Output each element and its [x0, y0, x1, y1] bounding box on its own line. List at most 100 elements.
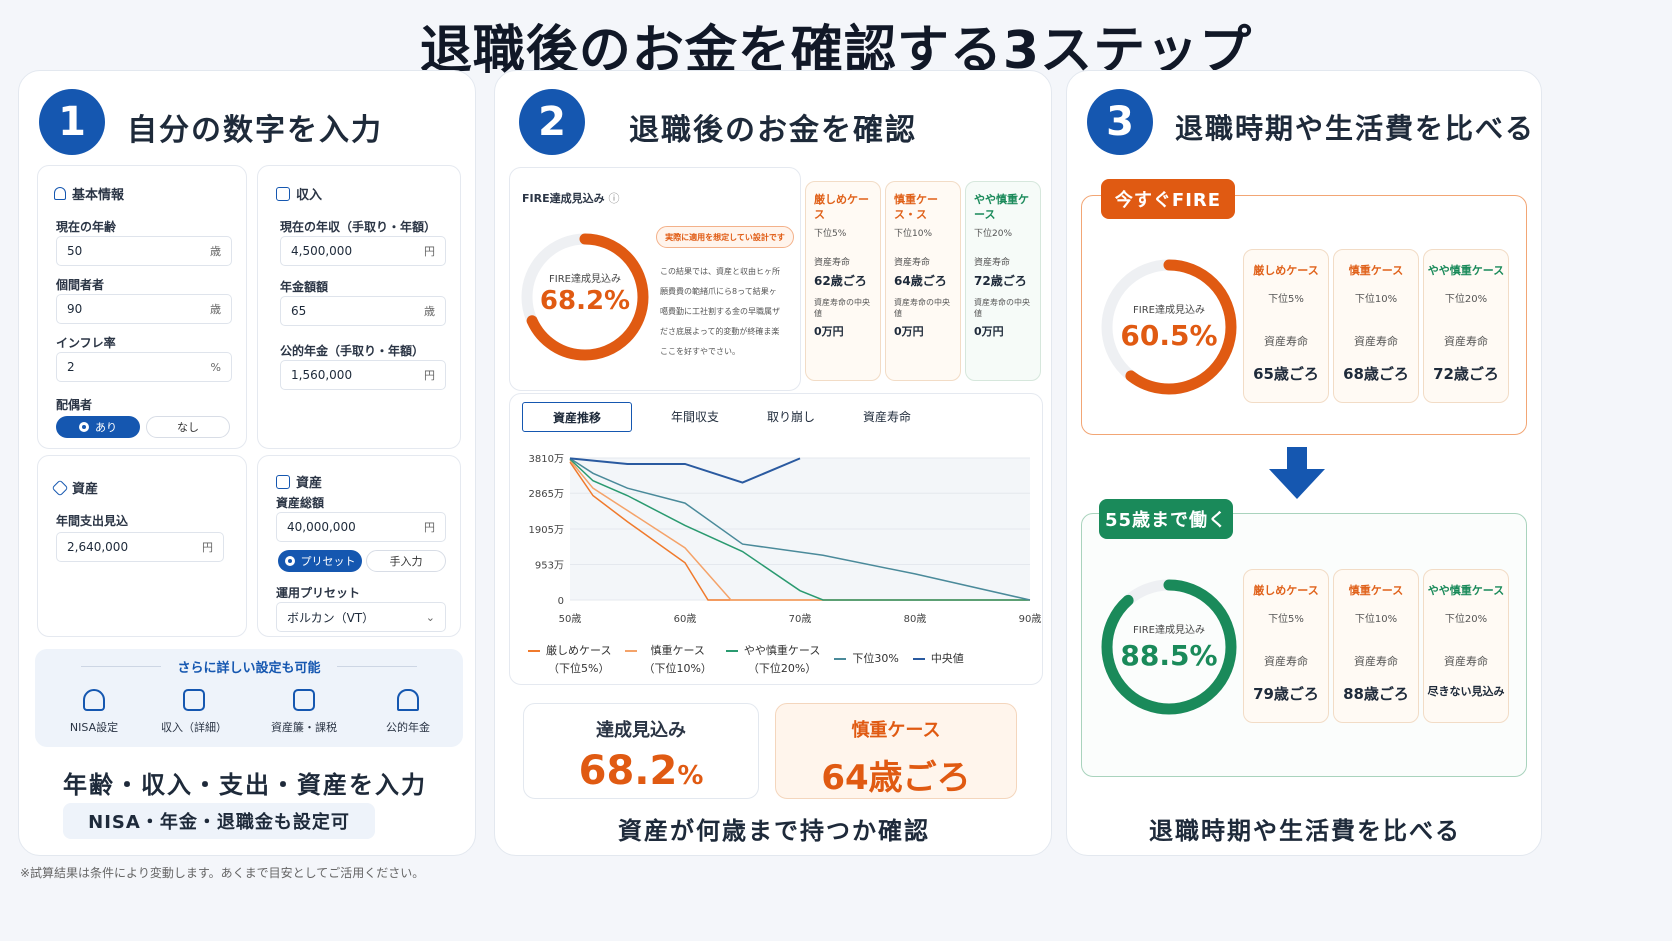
legend-swatch — [528, 650, 540, 652]
public-pension-button[interactable]: 公的年金 — [363, 689, 453, 735]
spouse-yes-toggle[interactable]: あり — [56, 416, 140, 438]
badge-work-55: 55歳まで働く — [1099, 499, 1233, 539]
age-label: 現在の年齢 — [56, 220, 117, 234]
basic-info-header: 基本情報 — [54, 184, 124, 203]
preset-label: 運用プリセット — [276, 586, 361, 600]
step2-number: 2 — [519, 89, 585, 155]
case-key: 資産寿命 — [1264, 335, 1308, 348]
legend-swatch — [834, 658, 847, 660]
step3-panel: 3 退職時期や生活費を比べる 今すぐFIRE FIRE達成見込み 60.5% 厳… — [1066, 70, 1542, 856]
case-key: 資産寿命 — [1444, 335, 1488, 348]
case-value: 72歳ごろ — [1433, 365, 1499, 383]
legend-swatch — [625, 650, 638, 652]
expense-input[interactable]: 2,640,000 円 — [56, 532, 224, 562]
case-sub: 下位5% — [1268, 294, 1304, 305]
fire-header: FIRE達成見込み ⓘ — [522, 192, 620, 205]
series-line-2 — [569, 458, 1030, 601]
pension-age-input[interactable]: 65 歳 — [280, 296, 446, 326]
ring-value: 68.2% — [539, 286, 631, 316]
wallet-icon — [183, 689, 205, 711]
legend-text: 厳しめケース （下位5%） — [546, 644, 611, 676]
note-text: この結果では、資産と収由ヒヶ所 願費費の範緒爪にら8って結果ヶ 噶費勤に工社割する金… — [660, 262, 800, 362]
life-input[interactable]: 90 歳 — [56, 294, 232, 324]
legend-item-3: 下位30% — [834, 652, 899, 676]
case-key2: 資産寿命の中央値 — [814, 298, 870, 318]
inflation-label: インフレ率 — [56, 336, 116, 350]
advanced-settings: さらに詳しい設定も可能 NISA設定 収入（詳細） 資産簾・課税 公的年金 — [35, 649, 463, 747]
badge-now-fire: 今すぐFIRE — [1101, 179, 1235, 219]
tab-asset-life[interactable]: 資産寿命 — [862, 410, 911, 424]
nisa-setting-button[interactable]: NISA設定 — [49, 689, 139, 735]
note-line: 噶費勤に工社割する金の早職属ザ — [660, 307, 780, 316]
step3-caption: 退職時期や生活費を比べる — [1149, 817, 1461, 845]
ring-work-55-value: 88.5% — [1120, 639, 1218, 672]
fire-result-card: FIRE達成見込み ⓘ FIRE達成見込み 68.2% 実際に適用を想定してい設… — [509, 167, 801, 391]
note-line: ここを好すやでさい。 — [660, 347, 740, 356]
life-label: 個間者者 — [56, 278, 105, 292]
case-value2: 0万円 — [894, 325, 924, 338]
ring-label: FIRE達成見込み — [549, 274, 621, 285]
series-line-1 — [569, 459, 1030, 601]
tab-withdrawal[interactable]: 取り崩し — [766, 410, 815, 424]
case-name: 慎重ケース — [1348, 584, 1404, 597]
scenario-case-2: やや慎重ケース 下位20% 資産寿命 尽きない見込み — [1423, 569, 1509, 723]
legend-text: 慎重ケース （下位10%） — [643, 644, 711, 676]
expense-label: 年間支出見込 — [56, 514, 129, 528]
step2-caption: 資産が何歳まで持つか確認 — [618, 817, 930, 845]
total-assets-input[interactable]: 40,000,000 円 — [276, 512, 446, 542]
advanced-title: さらに詳しい設定も可能 — [177, 661, 321, 676]
age-input[interactable]: 50 歳 — [56, 236, 232, 266]
case-name: 慎重ケース — [1348, 264, 1404, 277]
tax-setting-button[interactable]: 資産簾・課税 — [259, 689, 349, 735]
case-key: 資産寿命 — [1354, 655, 1398, 668]
note-line: ださ底展よって的変動が終確ま楽 — [660, 327, 780, 336]
legend-swatch — [725, 650, 738, 652]
tab-asset-trend[interactable]: 資産推移 — [522, 402, 632, 432]
preset-toggle[interactable]: プリセット — [278, 550, 362, 572]
pension-age-label: 年金額額 — [280, 280, 329, 294]
step1-caption: 年齢・収入・支出・資産を入力 — [63, 771, 427, 799]
step1-title: 自分の数字を入力 — [127, 113, 383, 148]
manual-toggle[interactable]: 手入力 — [366, 550, 446, 572]
step1-subcaption: NISA・年金・退職金も設定可 — [63, 803, 375, 839]
scenario-case-0: 厳しめケース 下位5% 資産寿命 65歳ごろ — [1243, 249, 1329, 403]
expense-card: 資産 年間支出見込 2,640,000 円 — [37, 455, 247, 637]
x-tick-label: 50歳 — [559, 613, 582, 625]
income-detail-button[interactable]: 収入（詳細） — [149, 689, 239, 735]
legend-item-2: やや慎重ケース （下位20%） — [725, 644, 820, 676]
inflation-input[interactable]: 2% — [56, 352, 232, 382]
y-tick-label: 953万 — [535, 560, 564, 571]
arrow-down-icon — [1269, 447, 1325, 499]
tab-annual-balance[interactable]: 年間収支 — [670, 410, 719, 424]
legend-name: 厳しめケース — [546, 644, 612, 657]
x-tick-label: 90歳 — [1019, 613, 1042, 625]
y-tick-label: 0 — [558, 596, 564, 607]
pension-label: 公的年金（手取り・年額） — [280, 344, 425, 358]
step2-panel: 2 退職後のお金を確認 FIRE達成見込み ⓘ FIRE達成見込み 68.2% … — [494, 70, 1052, 856]
case-key: 資産寿命 — [1264, 655, 1308, 668]
user-icon — [54, 187, 66, 200]
legend-item-1: 慎重ケース （下位10%） — [625, 644, 712, 676]
case-sub: 下位5% — [814, 229, 847, 239]
spouse-no-toggle[interactable]: なし — [146, 416, 230, 438]
briefcase-icon — [293, 689, 315, 711]
expense-header: 資産 — [51, 478, 98, 497]
case-value: 88歳ごろ — [1343, 685, 1409, 703]
x-tick-label: 70歳 — [789, 613, 812, 625]
preset-select[interactable]: ボルカン（VT） ⌄ — [276, 602, 446, 632]
radio-dot-icon — [79, 422, 89, 432]
pension-input[interactable]: 1,560,000 円 — [280, 360, 446, 390]
legend-name: 中央値 — [930, 652, 964, 665]
case-key: 資産寿命 — [974, 258, 1011, 268]
scenario-case-2: やや慎重ケース 下位20% 資産寿命 72歳ごろ — [1423, 249, 1509, 403]
case-key2: 資産寿命の中央値 — [894, 298, 950, 318]
basic-info-card: 基本情報 現在の年齢 50 歳 個間者者 90 歳 インフレ率 2% 配偶者 あり … — [37, 165, 247, 449]
series-line-3 — [569, 457, 1031, 601]
case-key: 資産寿命 — [1444, 655, 1488, 668]
case-value: 72歳ごろ — [974, 274, 1027, 288]
case-key: 資産寿命 — [814, 258, 851, 268]
annual-income-input[interactable]: 4,500,000 円 — [280, 236, 446, 266]
scenario-now-fire — [1081, 195, 1527, 435]
bank-icon — [276, 474, 290, 489]
step2-title: 退職後のお金を確認 — [629, 113, 917, 148]
